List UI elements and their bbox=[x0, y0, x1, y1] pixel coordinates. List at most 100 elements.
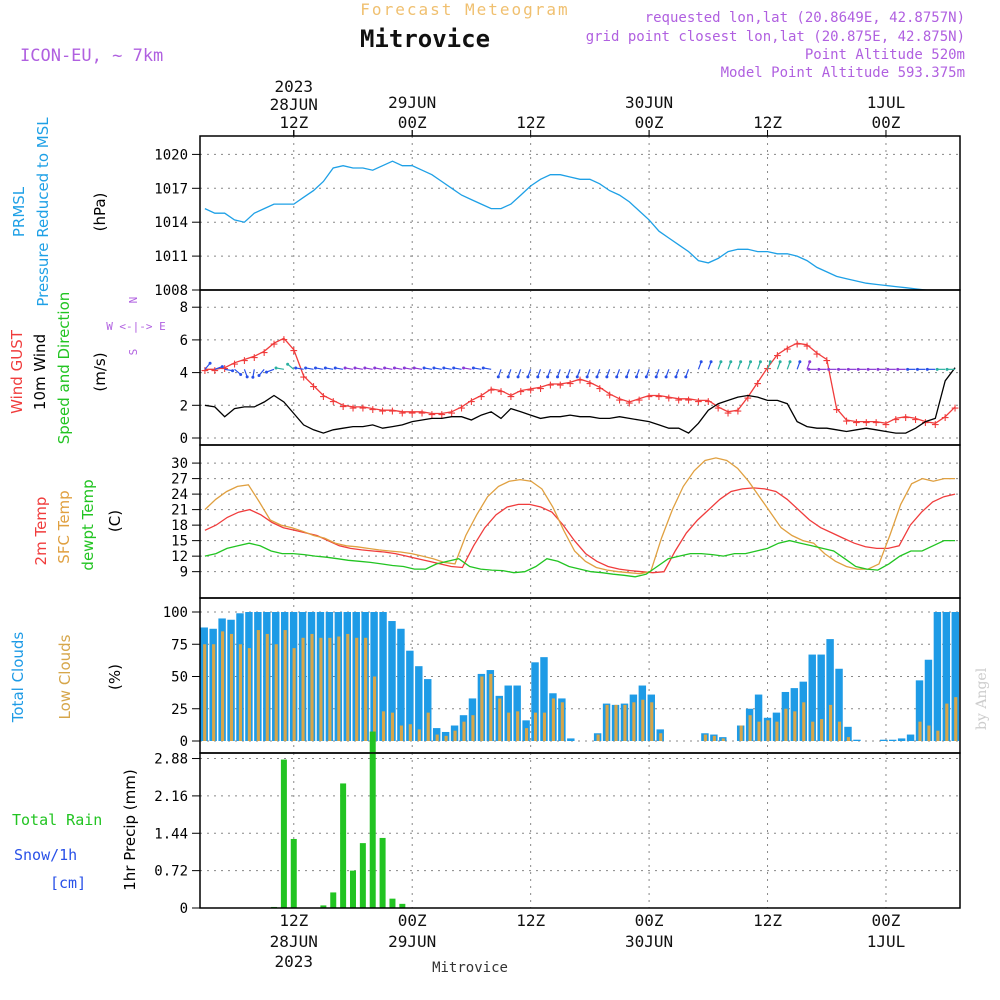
gust-marker: + bbox=[201, 363, 209, 378]
wind-arrow-head bbox=[808, 360, 812, 364]
low-cloud-bar bbox=[373, 676, 377, 741]
gust-marker: + bbox=[872, 416, 880, 431]
gust-marker: + bbox=[517, 385, 525, 400]
pressure-label-msl: Pressure Reduced to MSL bbox=[34, 117, 52, 307]
wind-arrow-head bbox=[471, 366, 475, 370]
precip-ytick-label: 0 bbox=[180, 901, 188, 917]
temperature-ytick-label: 30 bbox=[171, 456, 188, 472]
gust-marker: + bbox=[704, 394, 712, 409]
product-title: Forecast Meteogram bbox=[360, 0, 569, 19]
low-cloud-bar bbox=[203, 644, 207, 741]
gust-marker: + bbox=[576, 373, 584, 388]
gust-marker: + bbox=[685, 393, 693, 408]
wind-arrow-head bbox=[719, 360, 723, 364]
pressure-labels: PRMSL Pressure Reduced to MSL (hPa) bbox=[10, 117, 109, 307]
wind-arrow-head bbox=[208, 361, 212, 365]
bottom-time-label: 30JUN bbox=[625, 932, 673, 951]
gust-marker: + bbox=[606, 388, 614, 403]
rain-bar bbox=[349, 870, 356, 908]
precip-ytick-label: 2.16 bbox=[154, 789, 188, 805]
wind-arrow-head bbox=[220, 365, 224, 369]
low-cloud-bar bbox=[542, 712, 547, 741]
gust-marker: + bbox=[734, 404, 742, 419]
total-cloud-bar bbox=[817, 654, 825, 741]
gust-marker: + bbox=[398, 406, 406, 421]
gust-marker: + bbox=[823, 354, 831, 369]
wind-arrow-head bbox=[452, 366, 456, 370]
gust-marker: + bbox=[280, 332, 288, 347]
total-cloud-bar bbox=[880, 739, 888, 741]
bottom-time-label: 12Z bbox=[516, 911, 545, 930]
wind-arrow-head bbox=[674, 375, 678, 379]
cloud-label-total: Total Clouds bbox=[9, 632, 27, 724]
wind-arrow-head bbox=[239, 372, 243, 376]
wind-arrow-head bbox=[856, 367, 860, 371]
temp-label-dew: dewpt Temp bbox=[79, 479, 97, 570]
wind-arrow-head bbox=[353, 366, 357, 370]
precip-label-rain: Total Rain bbox=[12, 811, 102, 829]
low-cloud-bar bbox=[837, 721, 842, 741]
wind-arrow-head bbox=[798, 360, 802, 364]
wind-arrow-head bbox=[788, 360, 792, 364]
wind-label-10m: 10m Wind bbox=[31, 334, 49, 410]
wind-arrow-head bbox=[699, 360, 703, 364]
gust-marker: + bbox=[408, 406, 416, 421]
temp-label-2m: 2m Temp bbox=[32, 497, 50, 566]
wind-arrow-head bbox=[709, 360, 713, 364]
total-cloud-bar bbox=[406, 650, 414, 741]
low-cloud-bar bbox=[229, 633, 234, 741]
pressure-frame bbox=[199, 135, 961, 291]
wind-arrow-head bbox=[817, 367, 821, 371]
pressure-prmsl-line bbox=[204, 160, 932, 290]
gust-marker: + bbox=[625, 396, 633, 411]
low-cloud-bar bbox=[596, 734, 600, 741]
low-cloud-bar bbox=[516, 711, 520, 741]
wind-arrow-head bbox=[729, 360, 733, 364]
gust-marker: + bbox=[359, 401, 367, 416]
gust-marker: + bbox=[428, 407, 436, 422]
total-cloud-bar bbox=[906, 734, 915, 741]
wind-arrow-head bbox=[245, 375, 249, 379]
total-cloud-bar bbox=[915, 680, 924, 741]
wind-arrow-head bbox=[846, 367, 850, 371]
clouds-ytick-label: 100 bbox=[163, 605, 188, 621]
wind-arrow-head bbox=[462, 366, 466, 370]
low-cloud-bar bbox=[551, 698, 555, 741]
gust-marker: + bbox=[349, 401, 357, 416]
low-cloud-bar bbox=[498, 698, 502, 741]
gust-marker: + bbox=[339, 399, 347, 414]
low-cloud-bar bbox=[310, 633, 314, 741]
wind-arrow-head bbox=[506, 375, 510, 379]
top-time-label: 00Z bbox=[872, 113, 901, 132]
gust-marker: + bbox=[369, 403, 377, 418]
gust-marker: + bbox=[862, 416, 870, 431]
gust-marker: + bbox=[793, 337, 801, 352]
low-cloud-bar bbox=[712, 735, 716, 741]
low-cloud-bar bbox=[292, 648, 296, 741]
gust-marker: + bbox=[231, 357, 239, 372]
temperature-ytick-label: 21 bbox=[171, 503, 188, 519]
gust-marker: + bbox=[329, 394, 337, 409]
low-cloud-bar bbox=[462, 721, 466, 741]
wind-arrow-head bbox=[231, 369, 235, 373]
bottom-time-label: 00Z bbox=[635, 911, 664, 930]
bottom-time-label: 12Z bbox=[279, 911, 308, 930]
wind-arrow-head bbox=[333, 366, 337, 370]
model-label: ICON-EU, ~ 7km bbox=[20, 46, 163, 66]
wind-arrow-head bbox=[565, 375, 569, 379]
total-cloud-bar bbox=[951, 612, 959, 741]
precip-panel bbox=[192, 731, 961, 909]
top-time-label: 12Z bbox=[279, 113, 308, 132]
wind-arrow-head bbox=[392, 366, 396, 370]
wind-arrow-head bbox=[906, 367, 910, 371]
gust-marker: + bbox=[714, 401, 722, 416]
wind-arrow-head bbox=[363, 366, 367, 370]
pressure-ytick-label: 1017 bbox=[154, 181, 188, 197]
gust-marker: + bbox=[487, 383, 495, 398]
wind-arrow-head bbox=[257, 373, 261, 377]
rain-bar bbox=[330, 892, 337, 908]
low-cloud-bar bbox=[346, 633, 350, 741]
footer-location: Mitrovice bbox=[432, 960, 508, 976]
gust-marker: + bbox=[744, 391, 752, 406]
low-cloud-bar bbox=[954, 697, 958, 741]
